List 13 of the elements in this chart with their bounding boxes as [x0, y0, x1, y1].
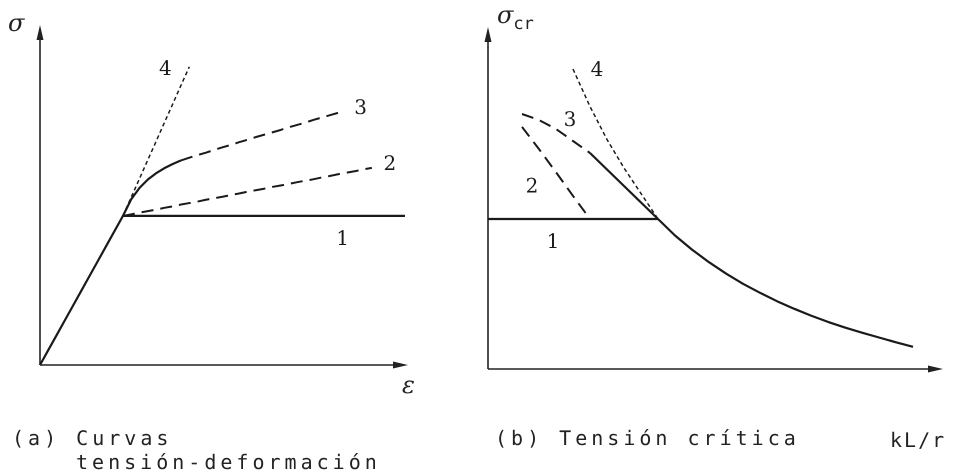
- text: (a) Curvas tensión-deformación: [12, 426, 381, 474]
- series-label: 1: [546, 229, 560, 254]
- series-label: 2: [526, 173, 538, 198]
- text: (b) Tensión crítica: [495, 426, 800, 450]
- series-label: 2: [383, 151, 396, 176]
- series-label: 4: [590, 57, 604, 82]
- series-label: 3: [354, 94, 368, 119]
- x-axis-title: kL/r: [890, 428, 946, 452]
- series-label: 3: [564, 107, 576, 132]
- y-axis-title: σ$_{cr}$: [497, 1, 534, 36]
- x-axis-title: ε: [402, 371, 415, 399]
- series-label: 4: [158, 56, 172, 80]
- y-axis-title: σ: [8, 9, 24, 37]
